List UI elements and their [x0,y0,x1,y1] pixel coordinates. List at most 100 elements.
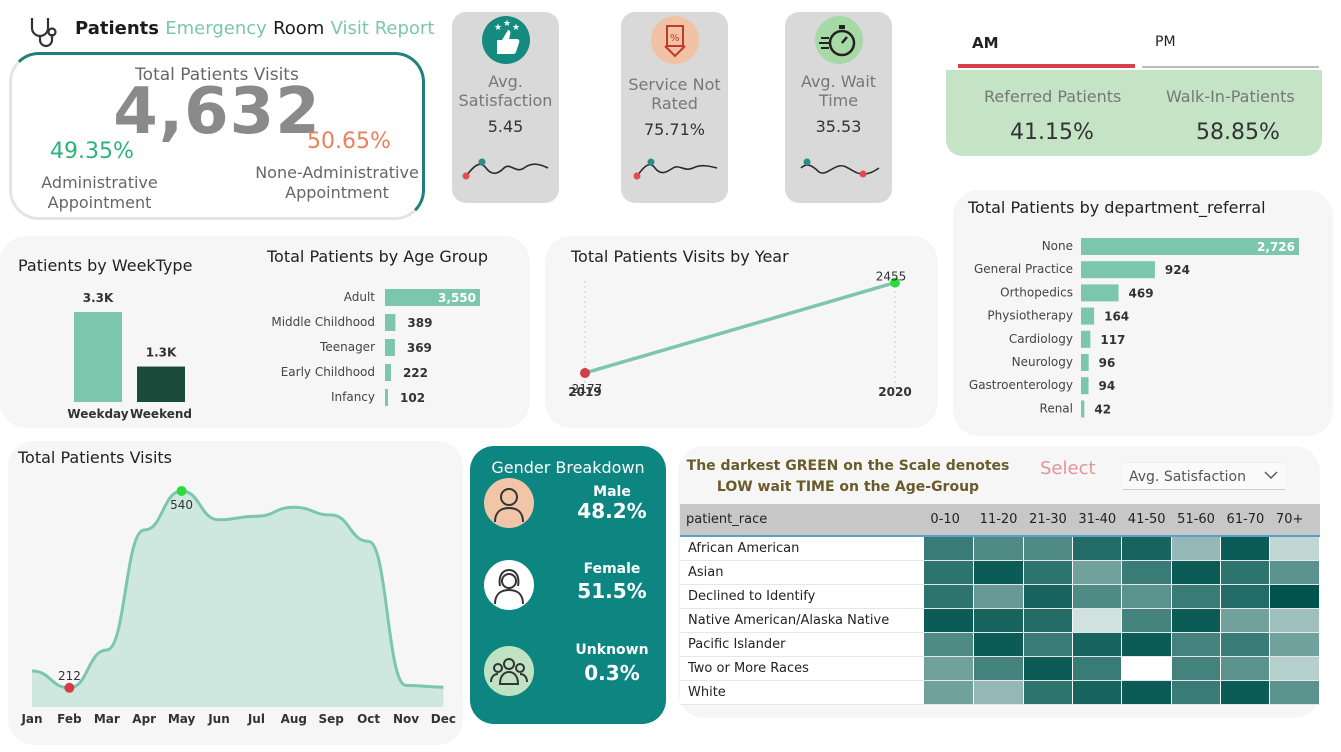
heatmap-cell [1269,608,1320,633]
dept-bar-label: 924 [1165,263,1190,277]
dept-bar [1081,400,1085,418]
age-bar [385,289,480,306]
non-administrative-percent: 50.65% [307,129,391,154]
heatmap-cell [1220,536,1271,561]
heatmap-cell [1121,632,1172,657]
monthly-tick-label: Jan [20,712,42,726]
age-bar [385,339,395,356]
week-bar-label: 1.3K [146,346,177,360]
heatmap-cell [1220,632,1271,657]
heatmap-cell [1269,632,1320,657]
total-visits-value: 4,632 [113,75,321,149]
monthly-visits-card: Total Patients Visits 212 540 Jan Feb Mar Apr… [8,441,463,745]
title-word-visit-report: Visit Report [330,18,435,39]
age-category-label: Adult [344,290,376,304]
dept-category-label: Physiotherapy [987,309,1073,323]
dept-category-label: Neurology [1012,355,1073,369]
total-visits-label: Total Patients Visits [135,65,299,85]
dept-bar-label: 117 [1100,333,1125,347]
dept-bar [1081,307,1095,325]
heatmap-column-header: 11-20 [973,504,1024,537]
dropdown-value: Avg. Satisfaction [1129,469,1246,485]
tab-pm[interactable]: PM [1142,32,1319,68]
chart-title: Total Patients by Age Group [267,247,489,266]
heatmap-cell [1171,680,1222,705]
tab-am[interactable]: AM [958,32,1135,68]
dept-bar [1081,354,1089,371]
heatmap-cell [1023,608,1073,633]
non-administrative-label: None-Administrative Appointment [255,163,419,202]
heatmap-cell [1023,584,1073,609]
dept-bar [1081,284,1119,302]
chart-title: Total Patients by department_referral [968,198,1266,217]
age-bar-label: 389 [407,316,432,330]
heatmap-column-header: 51-60 [1171,504,1221,537]
week-bar-label: 3.3K [83,291,114,305]
dept-category-label: None [1042,239,1073,253]
dept-bar-label: 164 [1104,310,1129,324]
monthly-min-point [64,682,75,693]
heatmap-cell [924,608,975,633]
monthly-data-label: 540 [170,498,193,512]
heatmap-cell [1171,656,1222,681]
heatmap-cell [1072,608,1123,633]
heatmap-cell [973,680,1024,705]
heatmap-row: Asian [680,560,1320,585]
dept-category-label: Gastroenterology [969,378,1073,392]
age-category-label: Middle Childhood [271,315,375,329]
weektype-bar-chart: 3.3K Weekday 1.3K Weekend [67,291,192,421]
chart-title: Patients by WeekType [18,256,193,275]
heatmap-cell [1121,584,1172,609]
unknown-value: 0.3% [584,661,640,685]
heatmap-cell [1121,680,1172,705]
heatmap-row-label: Native American/Alaska Native [680,608,925,633]
gender-title: Gender Breakdown [491,458,645,477]
dept-bar [1081,238,1299,255]
dept-category-label: Orthopedics [1000,285,1073,299]
metric-dropdown[interactable]: Avg. Satisfaction [1123,462,1285,490]
dept-bar-label: 469 [1129,286,1154,300]
heatmap-cell [1072,536,1123,561]
female-value: 51.5% [577,579,647,603]
year-series-line [584,280,896,375]
heatmap-cell [1171,536,1222,561]
heatmap-cell [1121,608,1172,633]
heatmap-cell [924,584,975,609]
monthly-tick-label: Mar [94,712,120,726]
heatmap-row: Declined to Identify [680,584,1320,609]
kpi-value: 5.45 [487,117,524,136]
thumbs-up-stars-icon: ★ ★ ★ [481,16,530,64]
heatmap-cell [1121,656,1172,681]
age-bar-label: 222 [403,366,428,380]
svg-text:★: ★ [512,23,520,33]
kpi-label: Avg. Wait Time [800,72,877,110]
monthly-data-label: 212 [58,669,81,683]
monthly-area-chart: 212 540 Jan Feb Mar Apr May Jun Jul Aug Sep Oct Nov D… [20,486,456,726]
year-point-min [580,367,590,378]
heatmap-cell [924,632,975,657]
female-label: Female [583,561,641,577]
heatmap-column-header: 70+ [1269,504,1320,537]
heatmap-cell [924,536,975,561]
heatmap-row: Pacific Islander [680,632,1320,657]
heatmap-cell [1023,536,1073,561]
heatmap-cell [1072,632,1123,657]
heatmap-cell [1220,584,1271,609]
heatmap-cell [1220,680,1271,705]
monthly-tick-label: Sep [319,712,345,726]
heatmap-column-header: 0-10 [924,504,974,537]
referral-card: Referred Patients 41.15% Walk-In-Patient… [946,70,1322,156]
title-word-emergency: Emergency [165,18,267,39]
age-bar [385,364,391,381]
heatmap-cell [1220,656,1271,681]
female-avatar-icon [484,560,534,610]
administrative-percent: 49.35% [50,139,134,164]
kpi-avg-wait-time: Avg. Wait Time 35.53 [785,12,892,203]
dept-bar-label: 42 [1094,402,1111,416]
heatmap-cell [1171,584,1222,609]
monthly-tick-label: Aug [281,712,307,726]
heatmap-cell [1023,680,1073,705]
heatmap-cell [1023,560,1073,585]
heatmap-cell [1220,560,1271,585]
age-category-label: Early Childhood [281,365,375,379]
